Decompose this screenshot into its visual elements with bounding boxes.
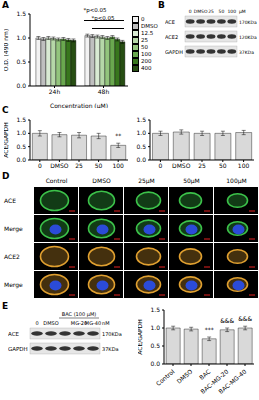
svg-text:0: 0 [189, 9, 192, 14]
html-text:C: C [2, 105, 9, 115]
html-text:D: D [2, 171, 10, 181]
svg-text:ACE: ACE [8, 331, 20, 337]
svg-text:0.5: 0.5 [16, 58, 26, 65]
svg-text:DMSO: DMSO [43, 320, 58, 326]
svg-text:37KDa: 37KDa [102, 346, 119, 352]
svg-text:μM: μM [239, 9, 246, 14]
svg-text:0.0: 0.0 [150, 360, 160, 367]
svg-text:1.0: 1.0 [16, 34, 26, 41]
html-text:ACE2: ACE2 [4, 252, 20, 260]
svg-text:0.5: 0.5 [16, 143, 26, 150]
html-text:25μM: 25μM [138, 177, 155, 184]
svg-text:25: 25 [208, 9, 214, 14]
svg-text:&&&: &&& [220, 317, 234, 324]
html-text:Merge: Merge [4, 224, 23, 232]
html-text:400: 400 [141, 65, 152, 71]
svg-text:***: *** [205, 326, 214, 333]
svg-text:BAC-MG-40: BAC-MG-40 [217, 368, 248, 395]
html-text:*p<0.05: *p<0.05 [83, 7, 107, 13]
svg-text:Control: Control [154, 367, 175, 387]
svg-text:DMSO: DMSO [50, 162, 69, 169]
html-text:B: B [158, 0, 165, 10]
html-text:50: 50 [141, 44, 148, 50]
svg-text:**: ** [115, 132, 121, 139]
svg-text:&&&: &&& [238, 315, 251, 322]
svg-text:0: 0 [35, 320, 38, 326]
svg-text:1.5: 1.5 [16, 10, 26, 17]
html-text:100μM: 100μM [226, 177, 247, 184]
svg-text:170KDa: 170KDa [102, 331, 122, 337]
svg-text:50: 50 [219, 162, 227, 169]
svg-text:1.0: 1.0 [150, 324, 160, 331]
svg-text:0.5: 0.5 [136, 143, 146, 150]
svg-text:1.5: 1.5 [16, 116, 26, 123]
svg-text:O.D. (490 nm): O.D. (490 nm) [8, 29, 9, 72]
svg-text:25: 25 [198, 162, 206, 169]
svg-text:Concentration (μM): Concentration (μM) [50, 102, 108, 108]
svg-text:50: 50 [95, 162, 103, 169]
html-text:Merge: Merge [4, 280, 23, 288]
svg-text:DMSO: DMSO [172, 162, 191, 169]
html-text:0: 0 [141, 16, 145, 22]
svg-text:nM: nM [102, 320, 109, 326]
html-text:E: E [2, 301, 9, 311]
svg-text:48h: 48h [98, 88, 110, 95]
svg-text:1.0: 1.0 [16, 129, 26, 136]
svg-text:BAC-MG-20: BAC-MG-20 [198, 367, 230, 395]
svg-text:DMSO: DMSO [175, 368, 194, 385]
html-text:50μM: 50μM [183, 177, 200, 184]
svg-text:GAPDH: GAPDH [8, 346, 28, 352]
svg-text:100: 100 [228, 9, 237, 14]
html-text:ACE: ACE [4, 196, 16, 204]
svg-text:0.0: 0.0 [16, 82, 26, 89]
svg-text:100: 100 [112, 162, 124, 169]
svg-text:0: 0 [158, 162, 162, 169]
svg-text:37KDa: 37KDa [239, 50, 251, 55]
svg-text:24h: 24h [49, 88, 61, 95]
svg-text:1.5: 1.5 [150, 306, 160, 313]
svg-text:0.0: 0.0 [136, 156, 146, 163]
html-text:200: 200 [141, 58, 152, 64]
svg-text:MG-20: MG-20 [70, 320, 88, 326]
html-text:A: A [2, 0, 9, 10]
svg-text:0: 0 [38, 162, 42, 169]
html-text:25: 25 [141, 37, 148, 43]
svg-text:ACE2: ACE2 [165, 34, 178, 40]
svg-text:1.0: 1.0 [136, 129, 146, 136]
svg-text:MG-40: MG-40 [85, 320, 101, 326]
html-text:*p<0.05: *p<0.05 [91, 15, 115, 21]
svg-text:170KDa: 170KDa [239, 20, 251, 25]
svg-text:50: 50 [219, 9, 225, 14]
svg-text:1.5: 1.5 [136, 116, 146, 123]
svg-text:120KDa: 120KDa [239, 35, 251, 40]
svg-text:0.5: 0.5 [150, 342, 160, 349]
html-text:Control: Control [45, 177, 68, 184]
svg-text:100: 100 [238, 162, 250, 169]
svg-text:GAPDH: GAPDH [165, 49, 183, 55]
html-text:12.5: 12.5 [141, 30, 154, 36]
svg-text:ACE: ACE [165, 19, 175, 25]
svg-text:BAC (100 μM): BAC (100 μM) [62, 311, 96, 318]
svg-text:25: 25 [75, 162, 83, 169]
svg-text:ACE/GAPDH: ACE/GAPDH [138, 319, 143, 355]
svg-text:BAC: BAC [198, 368, 212, 381]
html-text:DMSO: DMSO [141, 23, 158, 29]
svg-text:0.0: 0.0 [16, 156, 26, 163]
html-text:100: 100 [141, 51, 152, 57]
svg-text:ACE/GAPDH: ACE/GAPDH [8, 122, 9, 158]
svg-text:DMSO: DMSO [194, 9, 208, 14]
html-text:DMSO: DMSO [92, 177, 111, 184]
